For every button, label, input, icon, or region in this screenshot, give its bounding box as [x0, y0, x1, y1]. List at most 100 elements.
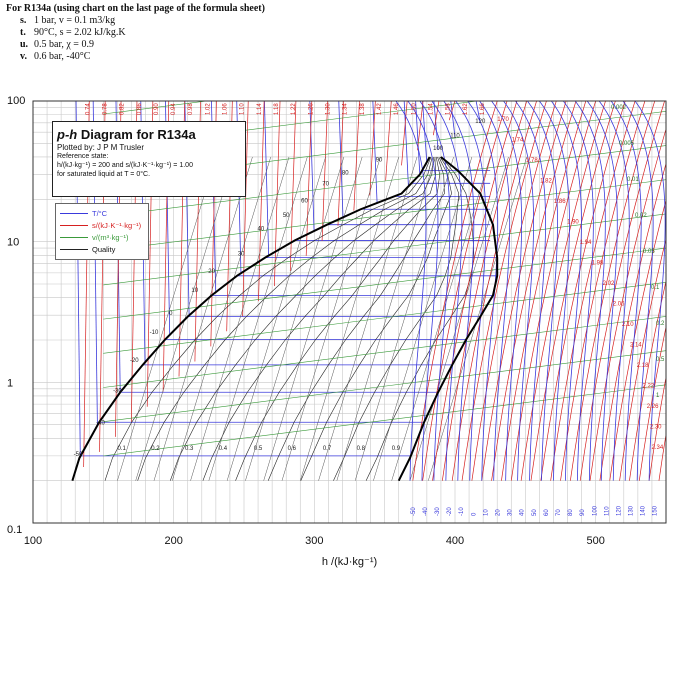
entropy-label-top: 0.86	[137, 103, 143, 115]
legend-swatch	[60, 224, 88, 226]
entropy-label-right: 1.90	[567, 220, 579, 226]
quality-label: 0.6	[288, 446, 297, 452]
isentrope-superheat	[589, 127, 666, 481]
isotherm-label-bottom: 90	[580, 509, 586, 516]
isotherm-label: 10	[191, 288, 198, 294]
isotherm-label: 100	[433, 146, 444, 152]
isentrope-superheat	[441, 101, 528, 481]
legend-label: s/(kJ·K⁻¹·kg⁻¹)	[92, 220, 142, 230]
reference-line-2: for saturated liquid at T = 0°C.	[57, 171, 151, 178]
isotherm-label-bottom: 50	[532, 509, 538, 516]
isotherm-label: 80	[342, 171, 349, 177]
isentrope-superheat	[658, 432, 666, 481]
isentrope-superheat	[560, 101, 646, 481]
y-tick-label: 100	[7, 95, 25, 107]
isotherm-superheat	[419, 101, 451, 481]
quality-label: 0.2	[151, 446, 160, 452]
isochore-line	[103, 9, 666, 80]
entropy-label-top: 0.90	[154, 103, 160, 115]
entropy-label-top: 1.58	[446, 103, 452, 115]
entropy-label-right: 1.94	[580, 240, 592, 246]
entropy-label-right: 2.30	[650, 425, 662, 431]
isotherm-liquid	[372, 101, 378, 203]
reference-line-1: h/(kJ·kg⁻¹) = 200 and s/(kJ·K⁻¹·kg⁻¹) = …	[57, 162, 193, 169]
entropy-label-top: 1.34	[343, 103, 349, 115]
isotherm-superheat	[515, 101, 546, 481]
entropy-label-top: 0.78	[102, 103, 108, 115]
question-letter: t.	[20, 27, 26, 38]
saturation-vapor-line	[397, 156, 499, 482]
plot-frame	[32, 100, 667, 524]
isotherm-label: -10	[150, 330, 159, 336]
legend-label: Quality	[92, 244, 116, 254]
entropy-label-right: 1.74	[512, 138, 524, 144]
entropy-label-top: 1.42	[377, 103, 383, 115]
isentrope-line	[337, 101, 344, 226]
isotherm-label: 50	[283, 213, 290, 219]
isotherm-superheat	[586, 101, 618, 481]
isotherm-label-bottom: -40	[423, 507, 429, 516]
question-item: s. 1 bar, v = 0.1 m3/kg	[6, 15, 646, 27]
isentrope-superheat	[422, 101, 508, 481]
isotherm-superheat	[634, 101, 666, 481]
entropy-label-right: 2.14	[630, 343, 642, 349]
isotherm-label: 110	[450, 134, 460, 140]
isentrope-superheat	[540, 101, 626, 481]
isotherm-label: 90	[376, 158, 383, 164]
quality-line	[300, 156, 452, 481]
isotherm-label: 70	[322, 182, 329, 188]
isochore-line	[103, 281, 666, 354]
isotherm-label-bottom: 40	[520, 509, 526, 516]
isotherm-label: 30	[238, 251, 245, 257]
volume-label-right: 0.2	[656, 321, 665, 327]
saturation-liquid-line	[71, 156, 431, 481]
isotherm-label-bottom: 110	[604, 506, 610, 516]
legend-entry-volume: v/(m³·kg⁻¹)	[60, 231, 148, 243]
isotherm-liquid	[450, 101, 456, 138]
entropy-label-top: 1.14	[257, 103, 263, 115]
isentrope-superheat	[570, 101, 656, 481]
isentrope-diagonal	[117, 156, 217, 481]
y-tick-label: 10	[7, 237, 19, 249]
plot-area	[33, 9, 666, 523]
entropy-label-right: 1.70	[497, 117, 509, 123]
question-header: For R134a (using chart on the last page …	[6, 3, 646, 63]
volume-label-right: 1	[656, 393, 660, 399]
isotherm-liquid	[264, 101, 270, 256]
legend-entry-quality: Quality	[60, 243, 148, 255]
question-item: t. 90°C, s = 2.02 kJ/kg.K	[6, 27, 646, 39]
question-item: v. 0.6 bar, -40°C	[6, 51, 646, 63]
isotherm-superheat	[407, 101, 439, 481]
isotherm-superheat	[527, 101, 558, 481]
entropy-label-right: 1.86	[554, 199, 566, 205]
isotherm-label: 120	[475, 119, 486, 125]
isentrope-line	[417, 101, 424, 151]
chart-title-box: p-h Diagram for R134a Plotted by: J P M …	[52, 121, 246, 197]
isentrope-superheat	[501, 101, 587, 481]
isentrope-line	[432, 101, 440, 136]
isochore-line	[103, 145, 666, 217]
legend-swatch	[60, 212, 88, 214]
isotherm-liquid	[475, 101, 481, 123]
quality-line	[333, 156, 460, 481]
isotherm-superheat	[622, 101, 654, 481]
volume-label-right: 0.002	[611, 105, 627, 111]
question-item: u. 0.5 bar, χ = 0.9	[6, 39, 646, 51]
isotherm-label-bottom: 10	[483, 509, 489, 516]
isotherm-liquid	[433, 101, 439, 150]
quality-line	[267, 156, 445, 481]
isotherm-superheat	[598, 101, 630, 481]
chart-legend: T/°C s/(kJ·K⁻¹·kg⁻¹) v/(m³·kg⁻¹) Quality	[55, 203, 149, 260]
isotherm-label-bottom: 130	[629, 505, 635, 516]
isotherm-superheat	[395, 101, 427, 481]
isotherm-label-bottom: 20	[495, 509, 501, 516]
plotted-by: Plotted by: J P M Trusler	[57, 143, 144, 152]
entropy-label-top: 1.66	[480, 103, 486, 115]
question-letter: v.	[20, 51, 27, 62]
question-text: 90°C, s = 2.02 kJ/kg.K	[34, 27, 126, 38]
isotherm-label-bottom: 70	[556, 509, 562, 516]
isentrope-superheat	[481, 101, 567, 481]
entropy-label-right: 2.06	[613, 302, 625, 308]
isentrope-diagonal	[245, 156, 345, 481]
isotherm-label-bottom: 0	[471, 512, 477, 516]
